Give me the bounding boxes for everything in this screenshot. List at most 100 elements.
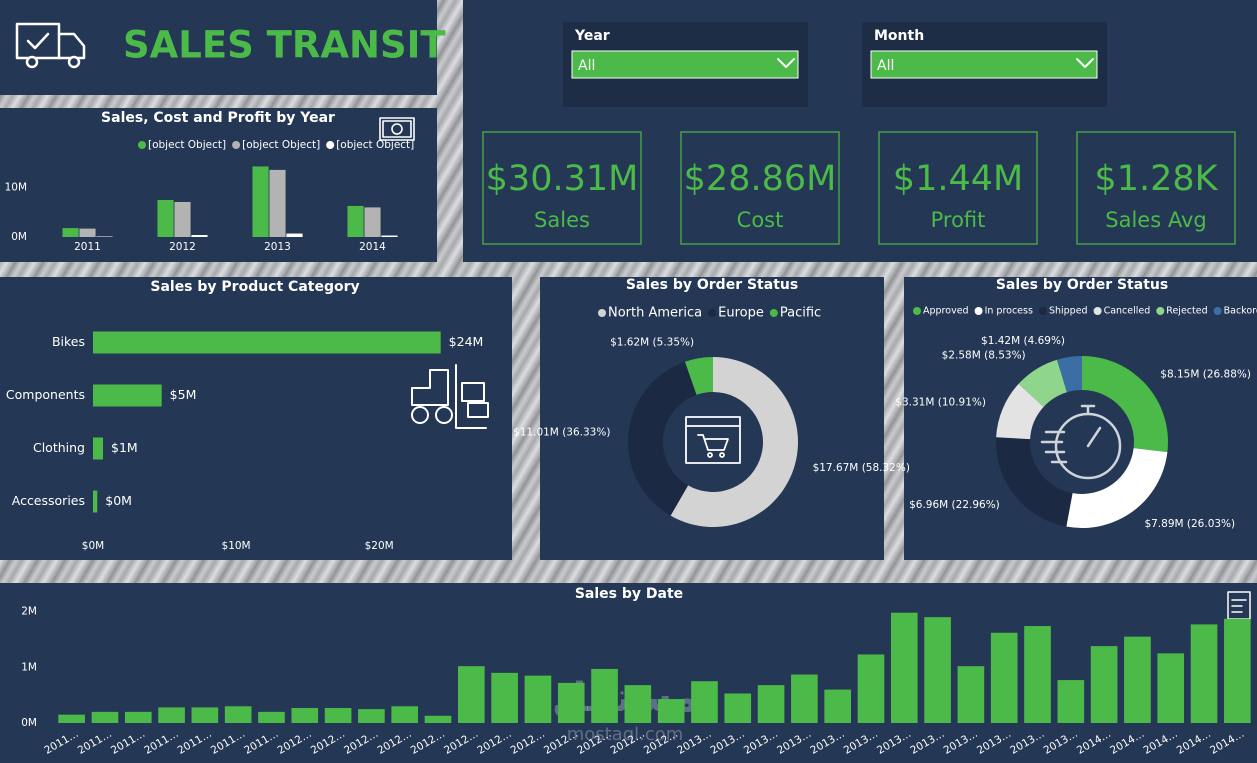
- chart-panel: [0, 277, 512, 560]
- donut-slice: [628, 361, 697, 516]
- data-label: $1.42M (4.69%): [981, 335, 1065, 347]
- legend-label: Backordered: [1224, 306, 1257, 317]
- dropdown-arrow[interactable]: [1076, 58, 1094, 68]
- legend-swatch: [232, 141, 241, 149]
- data-label: $0M: [105, 493, 132, 508]
- y-tick-label: Clothing: [33, 440, 85, 455]
- month-dropdown[interactable]: All: [870, 50, 1098, 79]
- bar: [191, 235, 208, 237]
- bar: [724, 693, 752, 723]
- donut-slice: [996, 383, 1044, 440]
- data-label: $11.01M (36.33%): [513, 427, 610, 439]
- x-tick-label: $0M: [82, 540, 104, 552]
- bar: [757, 685, 785, 723]
- kpi-value: $28.86M: [684, 159, 837, 199]
- filter-label: Year: [574, 28, 610, 44]
- chart-title: Sales by Order Status: [996, 277, 1168, 293]
- bar: [62, 228, 79, 237]
- money-icon: [379, 117, 415, 141]
- legend-swatch: [708, 309, 717, 317]
- dropdown-arrow[interactable]: [777, 58, 795, 68]
- y-tick-label: Accessories: [12, 493, 85, 508]
- legend-label: Europe: [718, 306, 764, 321]
- kpi-card: [680, 131, 840, 245]
- legend-swatch: [1093, 307, 1102, 315]
- legend-swatch: [138, 141, 146, 149]
- x-tick-label: 2012: [169, 241, 196, 253]
- cart-icon: [685, 416, 741, 464]
- donut-slice: [1018, 359, 1067, 407]
- bar: [890, 612, 918, 723]
- bar: [691, 681, 718, 723]
- donut-slice: [1066, 448, 1168, 528]
- data-label: $2.58M (8.53%): [942, 350, 1026, 362]
- bar: [364, 207, 381, 237]
- kpi-card: [1076, 131, 1236, 245]
- kpi-card: [482, 131, 642, 245]
- bar: [1124, 636, 1151, 723]
- forklift-icon: [411, 364, 489, 429]
- bar: [58, 714, 85, 723]
- bar: [524, 675, 552, 723]
- truck-icon: [15, 22, 86, 69]
- x-tick-label: $20M: [365, 540, 394, 552]
- data-label: $24M: [449, 334, 484, 349]
- y-tick-label: 2M: [21, 606, 37, 618]
- legend-swatch: [1213, 307, 1222, 315]
- bar: [252, 166, 269, 237]
- kpi-label: Profit: [931, 208, 986, 232]
- filter-label: Month: [874, 28, 924, 44]
- legend-label: Pacific: [780, 306, 821, 321]
- bar: [93, 490, 98, 513]
- y-tick-label: 0M: [11, 231, 27, 243]
- kpi-value: $1.28K: [1094, 159, 1218, 199]
- bar: [624, 685, 652, 723]
- bar: [1057, 680, 1085, 723]
- dropdown-value[interactable]: All: [877, 58, 894, 74]
- kpi-label: Sales: [534, 208, 590, 232]
- bar: [224, 706, 252, 723]
- data-label: $5M: [170, 387, 197, 402]
- donut-slice: [684, 357, 713, 395]
- legend-label: North America: [608, 306, 702, 321]
- bar: [1090, 646, 1118, 723]
- bar: [124, 711, 152, 723]
- dropdown-box[interactable]: [571, 50, 799, 79]
- bar: [1157, 653, 1185, 723]
- dropdown-value[interactable]: All: [578, 58, 595, 74]
- bar: [591, 668, 618, 723]
- x-tick-label: $10M: [222, 540, 251, 552]
- bar: [91, 711, 119, 723]
- bar: [191, 707, 219, 723]
- legend-swatch: [326, 141, 335, 149]
- chart-title: Sales, Cost and Profit by Year: [101, 110, 335, 126]
- bar: [857, 654, 885, 723]
- bar: [347, 205, 364, 237]
- bar: [1024, 626, 1051, 723]
- bar: [324, 707, 352, 723]
- bar: [457, 666, 485, 723]
- year-dropdown[interactable]: All: [571, 50, 799, 79]
- legend-swatch: [1038, 307, 1047, 315]
- bar: [924, 617, 951, 723]
- data-label: $8.15M (26.88%): [1160, 368, 1251, 380]
- stopwatch-icon: [1040, 404, 1122, 480]
- chart-title: Sales by Order Status: [626, 277, 798, 293]
- bar: [93, 437, 104, 460]
- y-tick-label: Components: [6, 387, 85, 402]
- bar: [79, 228, 96, 237]
- bar: [258, 711, 285, 723]
- kpi-value: $1.44M: [893, 159, 1023, 199]
- bar: [791, 674, 818, 723]
- legend-swatch: [913, 307, 921, 315]
- bar: [174, 201, 191, 237]
- donut-slice: [670, 357, 798, 528]
- y-tick-label: Bikes: [52, 334, 85, 349]
- bar: [424, 715, 452, 723]
- legend-label: Shipped: [1049, 306, 1088, 317]
- bar: [93, 384, 162, 407]
- y-tick-label: 1M: [21, 661, 37, 673]
- donut-slice: [1082, 356, 1168, 453]
- dropdown-box[interactable]: [870, 50, 1098, 79]
